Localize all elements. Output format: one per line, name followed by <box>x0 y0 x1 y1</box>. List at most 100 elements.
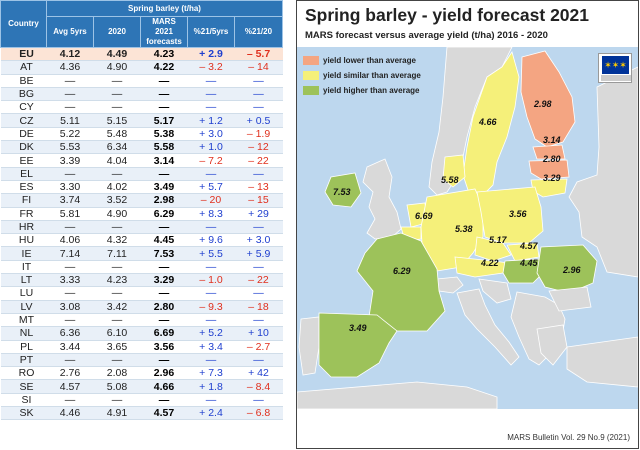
cell-country: HU <box>0 233 47 248</box>
table-row: EL — — — — — <box>0 167 283 181</box>
cell-country: IE <box>0 246 47 261</box>
cell-pct-2020: – 1.9 <box>234 127 283 142</box>
year-2020-header: 2020 <box>93 16 141 48</box>
cell-y2020: 5.48 <box>93 127 141 142</box>
cell-avg: — <box>46 286 94 301</box>
cell-avg: 5.11 <box>46 113 94 128</box>
cell-forecast: 2.98 <box>140 193 188 208</box>
cell-forecast: — <box>140 100 188 115</box>
pct-vs-2020-header: %21/20 <box>234 16 283 48</box>
cell-country: LT <box>0 273 47 288</box>
cell-y2020: 3.52 <box>93 193 141 208</box>
cell-pct-avg: – 20 <box>187 193 235 208</box>
map-label-dk: 5.58 <box>441 175 459 185</box>
cell-pct-2020: – 13 <box>234 180 283 195</box>
legend-item-similar: yield similar than average <box>303 68 453 83</box>
cell-pct-2020: – 22 <box>234 153 283 168</box>
uk-shape <box>362 158 402 240</box>
cell-avg: 7.14 <box>46 246 94 261</box>
cell-country: PL <box>0 340 47 354</box>
map-label-se: 4.66 <box>479 117 497 127</box>
cell-avg: — <box>46 220 94 235</box>
map-label-lv: 2.80 <box>543 154 561 164</box>
cell-y2020: — <box>93 100 141 115</box>
cell-country: BE <box>0 74 47 88</box>
cell-y2020: 7.11 <box>93 246 141 261</box>
map-label-sk: 4.57 <box>520 241 538 251</box>
cell-pct-2020: — <box>234 393 283 408</box>
cell-y2020: 5.08 <box>93 379 141 394</box>
table-row: PL 3.44 3.65 3.56 + 3.4– 2.7 <box>0 340 283 354</box>
map-label-de: 5.38 <box>455 224 473 234</box>
sweden-shape <box>462 51 520 198</box>
legend-label-higher: yield higher than average <box>323 86 420 95</box>
cell-pct-2020: + 29 <box>234 207 283 221</box>
cell-pct-2020: – 2.7 <box>234 340 283 354</box>
map-label-at: 4.22 <box>481 258 499 268</box>
cell-country: EE <box>0 153 47 168</box>
cell-pct-avg: + 2.9 <box>187 47 235 62</box>
spain-shape <box>318 312 398 378</box>
cell-pct-avg: + 1.8 <box>187 379 235 394</box>
eu-flag-logo: ✶✶✶ <box>598 53 632 83</box>
cell-country: MT <box>0 313 47 328</box>
cell-forecast: 3.56 <box>140 340 188 354</box>
cell-forecast: 4.22 <box>140 60 188 75</box>
cell-pct-avg: — <box>187 353 235 368</box>
turkey-shape <box>566 336 638 388</box>
cell-y2020: — <box>93 286 141 301</box>
cell-avg: 6.36 <box>46 326 94 341</box>
cell-pct-avg: — <box>187 74 235 88</box>
russia-belarus-shape <box>568 66 638 278</box>
cell-country: EU <box>0 47 47 62</box>
cell-forecast: — <box>140 286 188 301</box>
cell-country: DE <box>0 127 47 142</box>
cell-y2020: — <box>93 353 141 368</box>
table-row: DE 5.22 5.48 5.38 + 3.0– 1.9 <box>0 127 283 142</box>
legend-label-similar: yield similar than average <box>323 71 421 80</box>
country-header: Country <box>0 0 47 48</box>
cell-pct-avg: – 9.3 <box>187 300 235 314</box>
forecast-header-line-1: MARS <box>152 17 176 26</box>
cell-pct-2020: – 8.4 <box>234 379 283 394</box>
cell-avg: — <box>46 393 94 408</box>
cell-avg: — <box>46 74 94 88</box>
cell-forecast: 5.17 <box>140 113 188 128</box>
cell-forecast: 2.80 <box>140 300 188 314</box>
cell-pct-2020: — <box>234 167 283 181</box>
map-label-lt: 3.29 <box>543 173 561 183</box>
cell-pct-2020: — <box>234 87 283 102</box>
map-legend: yield lower than average yield similar t… <box>303 53 453 98</box>
cell-forecast: 5.38 <box>140 127 188 142</box>
cell-pct-avg: – 3.2 <box>187 60 235 75</box>
cell-avg: 3.44 <box>46 340 94 354</box>
czechia-shape <box>474 236 512 262</box>
cell-pct-avg: + 5.7 <box>187 180 235 195</box>
cell-pct-avg: + 3.0 <box>187 127 235 142</box>
cell-avg: — <box>46 100 94 115</box>
cell-y2020: 6.10 <box>93 326 141 341</box>
cell-avg: 2.76 <box>46 366 94 381</box>
cell-pct-2020: — <box>234 100 283 115</box>
cell-pct-avg: — <box>187 260 235 275</box>
cell-pct-avg: — <box>187 393 235 408</box>
cell-y2020: — <box>93 313 141 328</box>
table-row: DK 5.53 6.34 5.58 + 1.0– 12 <box>0 140 283 155</box>
cell-pct-2020: – 12 <box>234 140 283 155</box>
cell-pct-avg: + 1.0 <box>187 140 235 155</box>
cell-avg: 4.06 <box>46 233 94 248</box>
cell-country: BG <box>0 87 47 102</box>
denmark-shape <box>442 154 466 188</box>
legend-swatch-lower <box>303 56 319 65</box>
poland-shape <box>476 186 544 244</box>
table-row: SK 4.46 4.91 4.57 + 2.4– 6.8 <box>0 406 283 421</box>
cell-avg: — <box>46 353 94 368</box>
map-label-nl: 6.69 <box>415 211 433 221</box>
cell-y2020: 4.04 <box>93 153 141 168</box>
cell-pct-avg: — <box>187 167 235 181</box>
latvia-shape <box>528 159 570 180</box>
cell-avg: 3.39 <box>46 153 94 168</box>
cell-y2020: — <box>93 167 141 181</box>
cell-y2020: — <box>93 393 141 408</box>
map-subtitle: MARS forecast versus average yield (t/ha… <box>305 30 548 41</box>
